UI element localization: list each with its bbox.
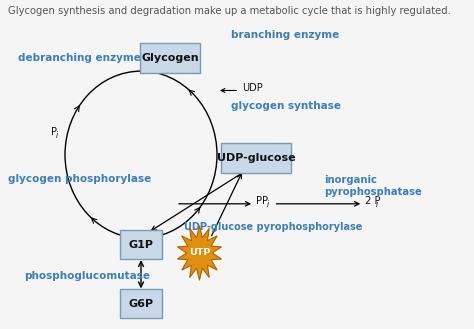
Text: UDP-glucose pyrophosphorylase: UDP-glucose pyrophosphorylase — [184, 222, 362, 232]
FancyBboxPatch shape — [119, 230, 163, 259]
Text: G1P: G1P — [128, 240, 154, 250]
Text: i: i — [267, 200, 269, 209]
Text: UTP: UTP — [189, 248, 210, 258]
FancyBboxPatch shape — [221, 143, 291, 173]
Text: branching enzyme: branching enzyme — [231, 30, 339, 40]
Text: G6P: G6P — [128, 299, 154, 309]
FancyBboxPatch shape — [140, 43, 201, 73]
Text: PP: PP — [256, 196, 268, 206]
Text: Glycogen synthesis and degradation make up a metabolic cycle that is highly regu: Glycogen synthesis and degradation make … — [9, 6, 451, 15]
Text: inorganic
pyrophosphatase: inorganic pyrophosphatase — [324, 175, 422, 197]
Text: i: i — [56, 131, 58, 139]
Text: UDP: UDP — [242, 83, 263, 93]
Text: debranching enzyme: debranching enzyme — [18, 53, 141, 63]
Text: glycogen synthase: glycogen synthase — [231, 101, 341, 111]
FancyBboxPatch shape — [119, 289, 163, 318]
Polygon shape — [177, 226, 221, 280]
Text: UDP-glucose: UDP-glucose — [217, 153, 295, 163]
Text: Glycogen: Glycogen — [141, 53, 199, 63]
Text: glycogen phosphorylase: glycogen phosphorylase — [9, 174, 152, 184]
Text: 2 P: 2 P — [365, 196, 381, 206]
Text: i: i — [375, 200, 378, 209]
Text: P: P — [51, 127, 56, 137]
Text: phosphoglucomutase: phosphoglucomutase — [24, 271, 150, 281]
